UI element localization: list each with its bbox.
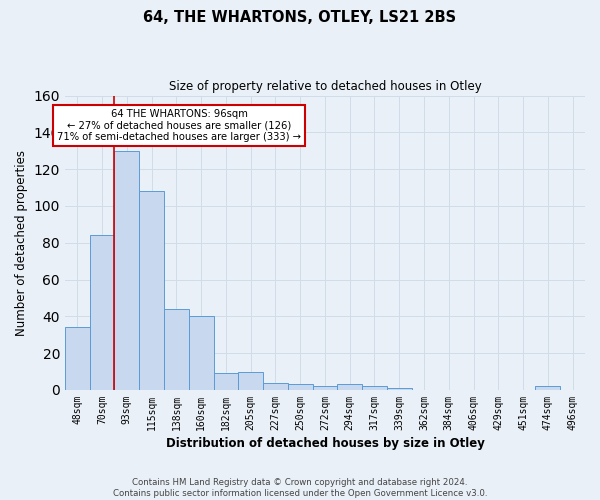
Bar — [164, 309, 189, 390]
Bar — [337, 384, 362, 390]
Bar — [115, 151, 139, 390]
Text: 64 THE WHARTONS: 96sqm
← 27% of detached houses are smaller (126)
71% of semi-de: 64 THE WHARTONS: 96sqm ← 27% of detached… — [58, 109, 301, 142]
Text: 64, THE WHARTONS, OTLEY, LS21 2BS: 64, THE WHARTONS, OTLEY, LS21 2BS — [143, 10, 457, 25]
Y-axis label: Number of detached properties: Number of detached properties — [15, 150, 28, 336]
Bar — [263, 382, 288, 390]
X-axis label: Distribution of detached houses by size in Otley: Distribution of detached houses by size … — [166, 437, 484, 450]
Bar — [189, 316, 214, 390]
Bar — [535, 386, 560, 390]
Bar — [313, 386, 337, 390]
Bar — [387, 388, 412, 390]
Bar — [214, 374, 238, 390]
Bar — [139, 191, 164, 390]
Bar — [288, 384, 313, 390]
Text: Contains HM Land Registry data © Crown copyright and database right 2024.
Contai: Contains HM Land Registry data © Crown c… — [113, 478, 487, 498]
Bar — [65, 328, 89, 390]
Bar — [89, 236, 115, 390]
Title: Size of property relative to detached houses in Otley: Size of property relative to detached ho… — [169, 80, 481, 93]
Bar — [238, 372, 263, 390]
Bar — [362, 386, 387, 390]
